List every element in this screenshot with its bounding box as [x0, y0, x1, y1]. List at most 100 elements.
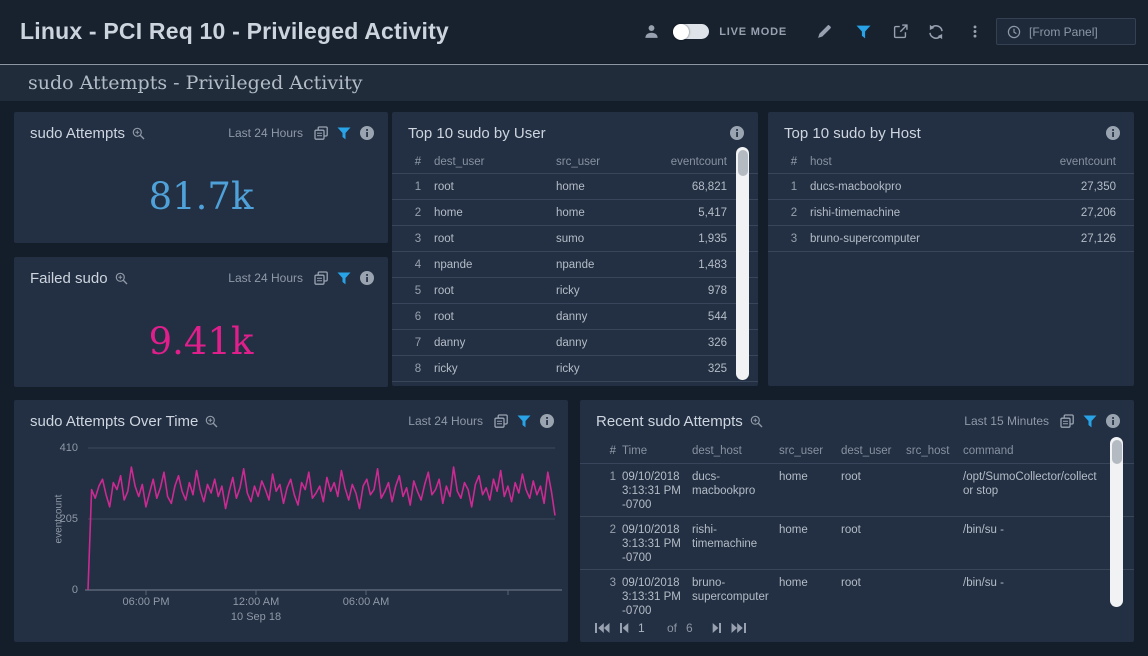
table-row[interactable]: 2 home home 5,417	[392, 200, 758, 226]
table-row[interactable]: 4 npande npande 1,483	[392, 252, 758, 278]
info-icon[interactable]	[360, 271, 374, 285]
copy-icon[interactable]	[1060, 414, 1074, 428]
table-cell: danny	[434, 336, 466, 349]
table-row[interactable]: 2 rishi-timemachine 27,206	[768, 200, 1134, 226]
panel-top-sudo-by-user: Top 10 sudo by User # dest_user src_user ev…	[392, 112, 758, 386]
column-header: host	[810, 155, 832, 168]
current-page[interactable]: 1	[638, 621, 645, 635]
zoom-in-icon[interactable]	[115, 272, 128, 285]
filter-icon[interactable]	[337, 127, 351, 140]
info-icon[interactable]	[730, 126, 744, 140]
table-cell: 7	[414, 336, 422, 349]
table-row[interactable]: 1 ducs-macbookpro 27,350	[768, 174, 1134, 200]
table-cell: 8	[414, 362, 422, 375]
zoom-in-icon[interactable]	[750, 415, 763, 428]
info-icon[interactable]	[360, 126, 374, 140]
single-value: 9.41k	[148, 319, 254, 363]
table-row[interactable]: 3 root sumo 1,935	[392, 226, 758, 252]
table-cell: root	[841, 577, 861, 589]
table-row[interactable]: 1 root home 68,821	[392, 174, 758, 200]
copy-icon[interactable]	[314, 126, 328, 140]
table-row[interactable]: 7 danny danny 326	[392, 330, 758, 356]
panel-time-range[interactable]: Last 24 Hours	[228, 126, 303, 140]
column-header: dest_user	[841, 444, 892, 457]
table-cell: /opt/SumoCollector/collector stop	[963, 471, 1097, 497]
table-row[interactable]: 8 ricky ricky 325	[392, 356, 758, 382]
table-row[interactable]: 2 09/10/2018 3:13:31 PM -0700 rishi-timema…	[580, 517, 1134, 570]
scrollbar-thumb[interactable]	[1111, 440, 1122, 464]
scrollbar[interactable]	[736, 147, 749, 380]
table-cell: home	[779, 577, 808, 589]
table-cell: 09/10/2018 3:13:31 PM -0700	[622, 524, 681, 564]
column-header: command	[963, 444, 1014, 457]
panel-title: sudo Attempts	[30, 124, 126, 142]
line-chart	[85, 447, 562, 595]
share-button[interactable]	[893, 24, 908, 39]
refresh-button[interactable]	[928, 24, 944, 40]
more-menu-button[interactable]	[968, 24, 982, 39]
table-cell: bruno-supercomputer	[692, 577, 769, 603]
last-page-button[interactable]	[731, 622, 747, 634]
table-cell: 5,417	[698, 206, 727, 219]
filter-icon[interactable]	[1083, 415, 1097, 428]
table-cell: 27,206	[1080, 206, 1116, 219]
x-axis-tick-3: 06:00 AM	[342, 596, 390, 608]
panel-sudo-attempts-over-time: sudo Attempts Over Time Last 24 Hours 41…	[14, 400, 568, 642]
table-body: 1 09/10/2018 3:13:31 PM -0700 ducs-macbook…	[580, 464, 1134, 622]
column-header: src_user	[556, 155, 601, 168]
table-cell: npande	[556, 258, 595, 271]
column-header: dest_user	[434, 155, 485, 168]
table-row[interactable]: 3 09/10/2018 3:13:31 PM -0700 bruno-superc…	[580, 570, 1134, 622]
table-body: 1 root home 68,821 2 home home 5,417 3 root sumo 1,…	[392, 174, 758, 382]
panel-sudo-attempts: sudo Attempts Last 24 Hours 81.7k	[14, 112, 388, 243]
user-icon[interactable]	[644, 24, 659, 39]
table-row[interactable]: 3 bruno-supercomputer 27,126	[768, 226, 1134, 252]
edit-button[interactable]	[817, 24, 832, 39]
scrollbar-thumb[interactable]	[737, 150, 748, 176]
table-cell: home	[556, 180, 585, 193]
info-icon[interactable]	[540, 414, 554, 428]
table-cell: rishi-timemachine	[810, 206, 901, 219]
table-body: 1 ducs-macbookpro 27,350 2 rishi-timemachine…	[768, 174, 1134, 252]
zoom-in-icon[interactable]	[205, 415, 218, 428]
next-page-button[interactable]	[712, 622, 722, 634]
panel-title: Top 10 sudo by Host	[784, 124, 921, 142]
filter-button[interactable]	[856, 25, 871, 39]
panel-time-range[interactable]: Last 24 Hours	[228, 271, 303, 285]
copy-icon[interactable]	[494, 414, 508, 428]
previous-page-button[interactable]	[619, 622, 629, 634]
single-value: 81.7k	[148, 175, 254, 218]
column-header: eventcount	[670, 155, 727, 168]
zoom-in-icon[interactable]	[132, 127, 145, 140]
section-title: sudo Attempts - Privileged Activity	[28, 72, 363, 94]
filter-icon[interactable]	[517, 415, 531, 428]
info-icon[interactable]	[1106, 126, 1120, 140]
table-row[interactable]: 5 root ricky 978	[392, 278, 758, 304]
table-cell: danny	[556, 336, 588, 349]
table-cell: 1	[414, 180, 422, 193]
table-row[interactable]: 6 root danny 544	[392, 304, 758, 330]
copy-icon[interactable]	[314, 271, 328, 285]
table-cell: /bin/su -	[963, 524, 1004, 536]
table-cell: home	[434, 206, 463, 219]
info-icon[interactable]	[1106, 414, 1120, 428]
table-cell: npande	[434, 258, 473, 271]
column-header: #	[609, 444, 616, 457]
time-range-selector[interactable]: [From Panel]	[996, 18, 1136, 45]
table-cell: ricky	[556, 362, 580, 375]
table-cell: /bin/su -	[963, 577, 1004, 589]
table-cell: 2	[609, 524, 616, 536]
scrollbar[interactable]	[1110, 437, 1123, 607]
live-mode-toggle[interactable]	[673, 23, 710, 40]
table-cell: 1	[790, 180, 798, 193]
table-cell: 544	[707, 310, 727, 323]
filter-icon[interactable]	[337, 272, 351, 285]
table-cell: ricky	[434, 362, 458, 375]
table-row[interactable]: 1 09/10/2018 3:13:31 PM -0700 ducs-macbook…	[580, 464, 1134, 517]
first-page-button[interactable]	[594, 622, 610, 634]
panel-time-range[interactable]: Last 24 Hours	[408, 414, 483, 428]
table-cell: root	[841, 524, 861, 536]
table-cell: 3	[609, 577, 616, 589]
y-axis-tick-410: 410	[59, 442, 78, 454]
panel-time-range[interactable]: Last 15 Minutes	[964, 414, 1049, 428]
